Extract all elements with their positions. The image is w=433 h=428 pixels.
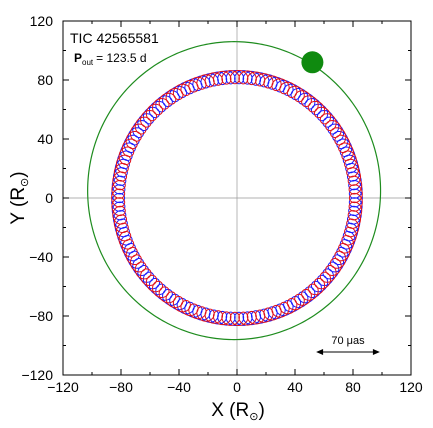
period-annotation: Pout = 123.5 d (74, 51, 147, 67)
scale-bar-label: 70 μas (331, 335, 365, 347)
y-tick-label: 40 (37, 131, 53, 147)
y-tick-label: −80 (29, 308, 53, 324)
scale-bar-right-arrow (372, 349, 380, 355)
x-axis-title-close: ) (258, 400, 264, 421)
y-tick-label: 0 (45, 190, 53, 206)
x-axis-title-sub: ⊙ (249, 411, 258, 423)
x-tick-labels: −120 −80 −40 0 40 80 120 (47, 379, 423, 395)
scale-bar: 70 μas (316, 335, 380, 355)
x-axis-title-main: X (R (211, 400, 249, 421)
inner-star-red-orbit (111, 69, 363, 327)
y-tick-labels: −120 −80 −40 0 40 80 120 (21, 13, 53, 383)
y-axis-title-sub: ⊙ (19, 178, 31, 187)
x-tick-label: −80 (109, 379, 133, 395)
x-axis-title: X (R⊙) (211, 400, 265, 423)
x-tick-label: 0 (233, 379, 241, 395)
y-axis-title: Y (R⊙) (8, 171, 31, 224)
y-tick-label: −40 (29, 249, 53, 265)
y-axis-title-main: Y (R (8, 187, 29, 225)
x-tick-label: 120 (399, 379, 423, 395)
axis-ticks (62, 20, 412, 376)
x-tick-label: −120 (47, 379, 79, 395)
y-tick-label: −120 (21, 367, 53, 383)
x-tick-label: 40 (287, 379, 303, 395)
x-tick-label: −40 (167, 379, 191, 395)
scale-bar-left-arrow (316, 349, 324, 355)
y-axis-title-close: ) (8, 171, 29, 177)
period-subscript: out (82, 58, 94, 67)
y-tick-label: 120 (30, 13, 54, 29)
x-tick-label: 80 (345, 379, 361, 395)
y-tick-label: 80 (37, 72, 53, 88)
period-value: = 123.5 d (96, 51, 146, 65)
period-symbol: P (74, 51, 82, 65)
inner-star-blue-orbit (111, 69, 363, 327)
outer-body-marker (301, 51, 324, 74)
outer-body-orbit (87, 41, 382, 341)
chart-title: TIC 42565581 (70, 30, 159, 46)
